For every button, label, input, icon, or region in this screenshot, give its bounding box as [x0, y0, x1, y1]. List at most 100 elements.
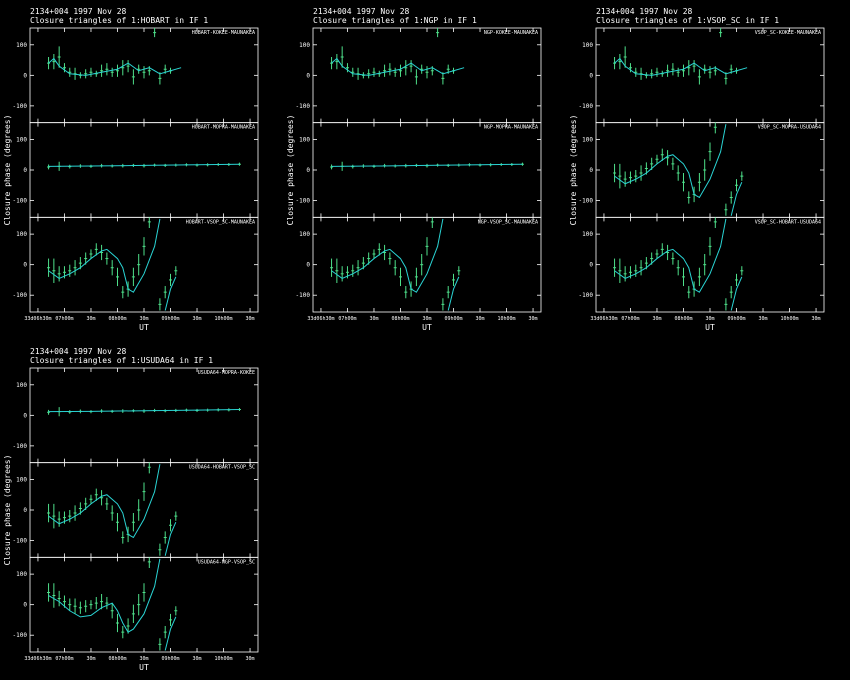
- x-tick-label: 30m: [193, 656, 202, 662]
- model-curve: [331, 57, 465, 76]
- x-tick-label: 07h00m: [55, 316, 73, 322]
- x-tick-label: 30m: [529, 316, 538, 322]
- title: 2134+004 1997 Nov 28: [596, 7, 693, 16]
- x-tick-label: 08h00m: [108, 316, 126, 322]
- y-tick-label: 100: [16, 476, 27, 483]
- y-tick-label: 0: [306, 262, 310, 269]
- x-tick-label: 09h00m: [161, 656, 179, 662]
- y-tick-label: 100: [16, 571, 27, 578]
- x-tick-label: 07h00m: [621, 316, 639, 322]
- model-curve: [48, 163, 240, 167]
- y-tick-label: 0: [589, 262, 593, 269]
- title: 2134+004 1997 Nov 28: [30, 7, 127, 16]
- panel-frame: [312, 122, 542, 218]
- x-tick-label: 33d06h30m: [24, 316, 51, 322]
- x-tick-label: 07h00m: [55, 656, 73, 662]
- y-tick-label: -100: [13, 538, 28, 545]
- y-axis-label: Closure phase (degrees): [3, 455, 12, 566]
- x-tick-label: 08h00m: [674, 316, 692, 322]
- model-curve: [614, 57, 748, 76]
- panel-frame: [29, 462, 259, 558]
- y-tick-label: 0: [589, 72, 593, 79]
- y-tick-label: -100: [13, 103, 28, 110]
- x-tick-label: 10h00m: [215, 316, 233, 322]
- x-tick-label: 30m: [422, 316, 431, 322]
- x-tick-label: 09h00m: [444, 316, 462, 322]
- panel-data: [613, 217, 744, 311]
- y-tick-label: 100: [16, 42, 27, 49]
- y-tick-label: -100: [13, 292, 28, 299]
- panel-label: VSOP_SC-MOPRA-USUDA64: [758, 125, 821, 131]
- x-axis-label: UT: [139, 663, 149, 672]
- y-tick-label: 0: [23, 262, 27, 269]
- x-tick-label: 30m: [812, 316, 821, 322]
- y-tick-label: -100: [13, 198, 28, 205]
- panel-label: USUDA64-HOBART-VSOP_SC: [189, 465, 255, 471]
- x-tick-label: 30m: [246, 656, 255, 662]
- x-tick-label: 33d06h30m: [590, 316, 617, 322]
- y-tick-label: 100: [582, 231, 593, 238]
- y-tick-label: -100: [579, 292, 594, 299]
- panel-label: HOBART-MOPRA-MAUNAKEA: [192, 125, 255, 131]
- x-tick-label: 09h00m: [161, 316, 179, 322]
- x-tick-label: 30m: [369, 316, 378, 322]
- model-curve: [48, 409, 240, 413]
- y-tick-label: 100: [16, 231, 27, 238]
- x-tick-label: 30m: [476, 316, 485, 322]
- subtitle: Closure triangles of 1:NGP in IF 1: [313, 16, 477, 25]
- x-tick-label: 30m: [652, 316, 661, 322]
- x-tick-label: 30m: [759, 316, 768, 322]
- panel-frame: [595, 216, 825, 313]
- panel-data: [613, 122, 744, 216]
- y-tick-label: -100: [296, 198, 311, 205]
- panel-label: VSOP_SC-KOKEE-MAUNAKEA: [755, 30, 821, 36]
- y-tick-label: -100: [296, 292, 311, 299]
- panel-data: [47, 462, 178, 556]
- model-curve: [48, 464, 177, 556]
- panel-label: USUDA64-NGP-VSOP_SC: [198, 559, 255, 565]
- y-axis-label: Closure phase (degrees): [286, 115, 295, 226]
- panel-data: [47, 161, 241, 171]
- y-tick-label: 0: [589, 167, 593, 174]
- x-tick-label: 30m: [139, 316, 148, 322]
- x-axis-label: UT: [139, 323, 149, 332]
- y-tick-label: -100: [579, 198, 594, 205]
- panel-frame: [595, 122, 825, 218]
- subtitle: Closure triangles of 1:USUDA64 in IF 1: [30, 356, 213, 365]
- x-axis-label: UT: [422, 323, 432, 332]
- panel-label: USUDA64-MOPRA-KOKEE: [198, 370, 255, 376]
- title: 2134+004 1997 Nov 28: [313, 7, 410, 16]
- x-tick-label: 08h00m: [391, 316, 409, 322]
- panel-data: [47, 28, 182, 85]
- panel-frame: [29, 367, 259, 464]
- x-tick-label: 10h00m: [498, 316, 516, 322]
- x-tick-label: 30m: [246, 316, 255, 322]
- model-curve: [331, 163, 523, 167]
- y-tick-label: 100: [16, 136, 27, 143]
- y-tick-label: 0: [23, 602, 27, 609]
- panel-data: [613, 28, 748, 85]
- panel-data: [330, 161, 524, 171]
- y-tick-label: 0: [23, 167, 27, 174]
- x-tick-label: 30m: [193, 316, 202, 322]
- model-curve: [48, 57, 182, 76]
- x-tick-label: 08h00m: [108, 656, 126, 662]
- panel-label: HOBART-KOKEE-MAUNAKEA: [192, 30, 255, 36]
- panel-label: VSOP_SC-HOBART-USUDA64: [755, 219, 821, 225]
- y-tick-label: -100: [13, 443, 28, 450]
- x-tick-label: 07h00m: [338, 316, 356, 322]
- y-tick-label: 100: [299, 42, 310, 49]
- model-curve: [48, 558, 177, 651]
- y-tick-label: 100: [299, 136, 310, 143]
- x-tick-label: 33d06h30m: [307, 316, 334, 322]
- panel-label: NGP-MOPRA-MAUNAKEA: [484, 125, 538, 131]
- y-tick-label: 100: [582, 136, 593, 143]
- x-tick-label: 09h00m: [727, 316, 745, 322]
- panel-frame: [312, 216, 542, 313]
- x-tick-label: 10h00m: [781, 316, 799, 322]
- y-axis-label: Closure phase (degrees): [569, 115, 578, 226]
